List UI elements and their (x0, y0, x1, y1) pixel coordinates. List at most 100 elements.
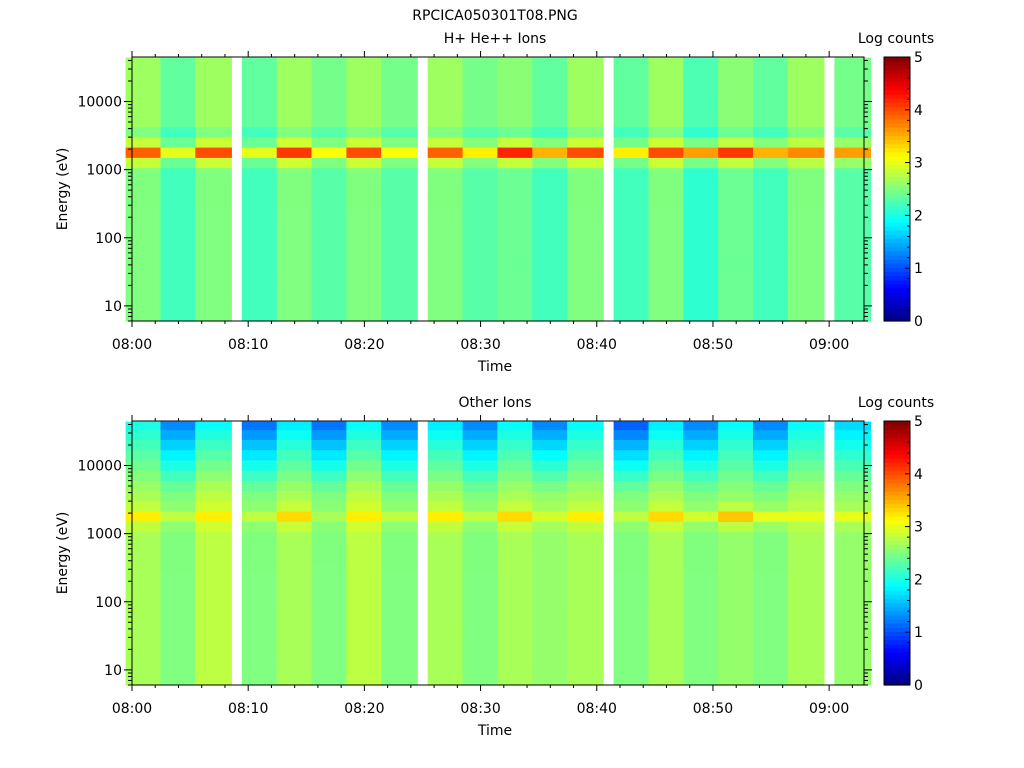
heatmap-cell (381, 664, 418, 676)
heatmap-cell (497, 106, 534, 117)
heatmap-cell (834, 270, 871, 282)
heatmap-cell (241, 198, 279, 209)
heatmap-cell (276, 229, 314, 240)
heatmap-cell (311, 208, 349, 220)
heatmap-cell (718, 552, 755, 563)
colorbar-swatch (884, 106, 910, 112)
heatmap-cell (567, 552, 604, 563)
heatmap-cell (834, 280, 871, 292)
heatmap-cell (648, 449, 686, 461)
heatmap-cell (753, 116, 790, 128)
heatmap-cell (787, 85, 825, 97)
heatmap-cell (718, 311, 755, 322)
heatmap-cell (834, 593, 871, 604)
heatmap-cell (753, 421, 790, 431)
heatmap-cell (718, 623, 755, 635)
heatmap-cell (718, 116, 755, 128)
colorbar-swatch (884, 90, 910, 95)
heatmap-cell (381, 429, 418, 440)
heatmap-cell (497, 157, 534, 169)
heatmap-cell (567, 582, 604, 594)
heatmap-cell (567, 470, 604, 481)
heatmap-cell (462, 572, 500, 584)
heatmap-cell (648, 218, 686, 230)
heatmap-cell (381, 218, 418, 230)
heatmap-cell (834, 490, 871, 502)
heatmap-cell (195, 300, 232, 312)
heatmap-cell (462, 188, 500, 199)
heatmap-cell (346, 198, 383, 209)
heatmap-cell (462, 167, 500, 179)
heatmap-cell (427, 449, 465, 461)
heatmap-cell (241, 634, 279, 646)
heatmap-cell (532, 480, 569, 492)
heatmap-cell (532, 439, 569, 451)
heatmap-cell (462, 613, 500, 625)
heatmap-cell (567, 511, 604, 522)
heatmap-cell (311, 582, 349, 594)
colorbar-swatch (884, 454, 910, 459)
heatmap-cell (160, 500, 198, 512)
heatmap-cell (346, 300, 383, 312)
heatmap-cell (462, 300, 500, 312)
heatmap-cell (532, 167, 569, 179)
heatmap-cell (125, 229, 163, 240)
heatmap-cell (346, 126, 383, 138)
colorbar-swatch (884, 189, 910, 194)
heatmap-cell (241, 157, 279, 169)
heatmap-cell (241, 490, 279, 502)
heatmap-cell (125, 85, 163, 97)
heatmap-cell (311, 644, 349, 656)
heatmap-cell (427, 470, 465, 481)
colorbar-swatch (884, 544, 910, 550)
heatmap-cell (648, 270, 686, 282)
heatmap-cell (648, 126, 686, 138)
colorbar-tick-label: 1 (914, 261, 923, 277)
heatmap-cell (834, 249, 871, 261)
heatmap-cell (613, 521, 651, 533)
heatmap-cell (427, 136, 465, 148)
heatmap-cell (125, 157, 163, 169)
heatmap-cell (683, 208, 720, 220)
heatmap-cell (834, 198, 871, 209)
colorbar-swatch (884, 449, 910, 455)
x-axis-label: Time (477, 723, 512, 739)
colorbar-swatch (884, 594, 910, 599)
heatmap-cell (718, 188, 755, 199)
heatmap-cell (683, 552, 720, 563)
heatmap-cell (787, 75, 825, 87)
heatmap-cell (683, 65, 720, 76)
heatmap-cell (276, 280, 314, 292)
heatmap-cell (427, 634, 465, 646)
heatmap-cell (834, 106, 871, 117)
heatmap-cell (311, 654, 349, 666)
heatmap-cell (497, 634, 534, 646)
heatmap-cell (276, 541, 314, 553)
heatmap-cell (195, 521, 232, 533)
colorbar-swatch (884, 197, 910, 202)
heatmap-cell (311, 664, 349, 676)
colorbar-swatch (884, 118, 910, 124)
heatmap-cell (683, 521, 720, 533)
heatmap-cell (532, 75, 569, 87)
heatmap-cell (532, 500, 569, 512)
heatmap-cell (532, 136, 569, 148)
heatmap-cell (462, 116, 500, 128)
heatmap-cell (834, 229, 871, 240)
heatmap-cell (195, 582, 232, 594)
heatmap-cell (532, 421, 569, 431)
heatmap-cell (195, 311, 232, 322)
heatmap-cell (346, 644, 383, 656)
heatmap-cell (427, 239, 465, 251)
heatmap-cell (195, 603, 232, 615)
heatmap-cell (160, 644, 198, 656)
heatmap-cell (567, 177, 604, 189)
heatmap-cell (311, 65, 349, 76)
heatmap-cell (497, 500, 534, 512)
heatmap-cell (648, 290, 686, 302)
heatmap-cell (462, 552, 500, 563)
heatmap-cell (276, 259, 314, 271)
heatmap-cell (613, 623, 651, 635)
heatmap-cell (787, 644, 825, 656)
heatmap-cell (718, 167, 755, 179)
